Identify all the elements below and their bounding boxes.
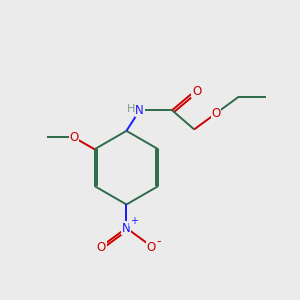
Text: H: H: [127, 104, 135, 114]
Text: +: +: [130, 216, 138, 226]
Text: N: N: [135, 104, 144, 117]
Text: O: O: [69, 131, 79, 144]
Text: O: O: [97, 241, 106, 254]
Text: O: O: [192, 85, 201, 98]
Text: O: O: [212, 107, 221, 120]
Text: N: N: [122, 221, 131, 235]
Text: -: -: [157, 235, 161, 248]
Text: O: O: [146, 241, 155, 254]
